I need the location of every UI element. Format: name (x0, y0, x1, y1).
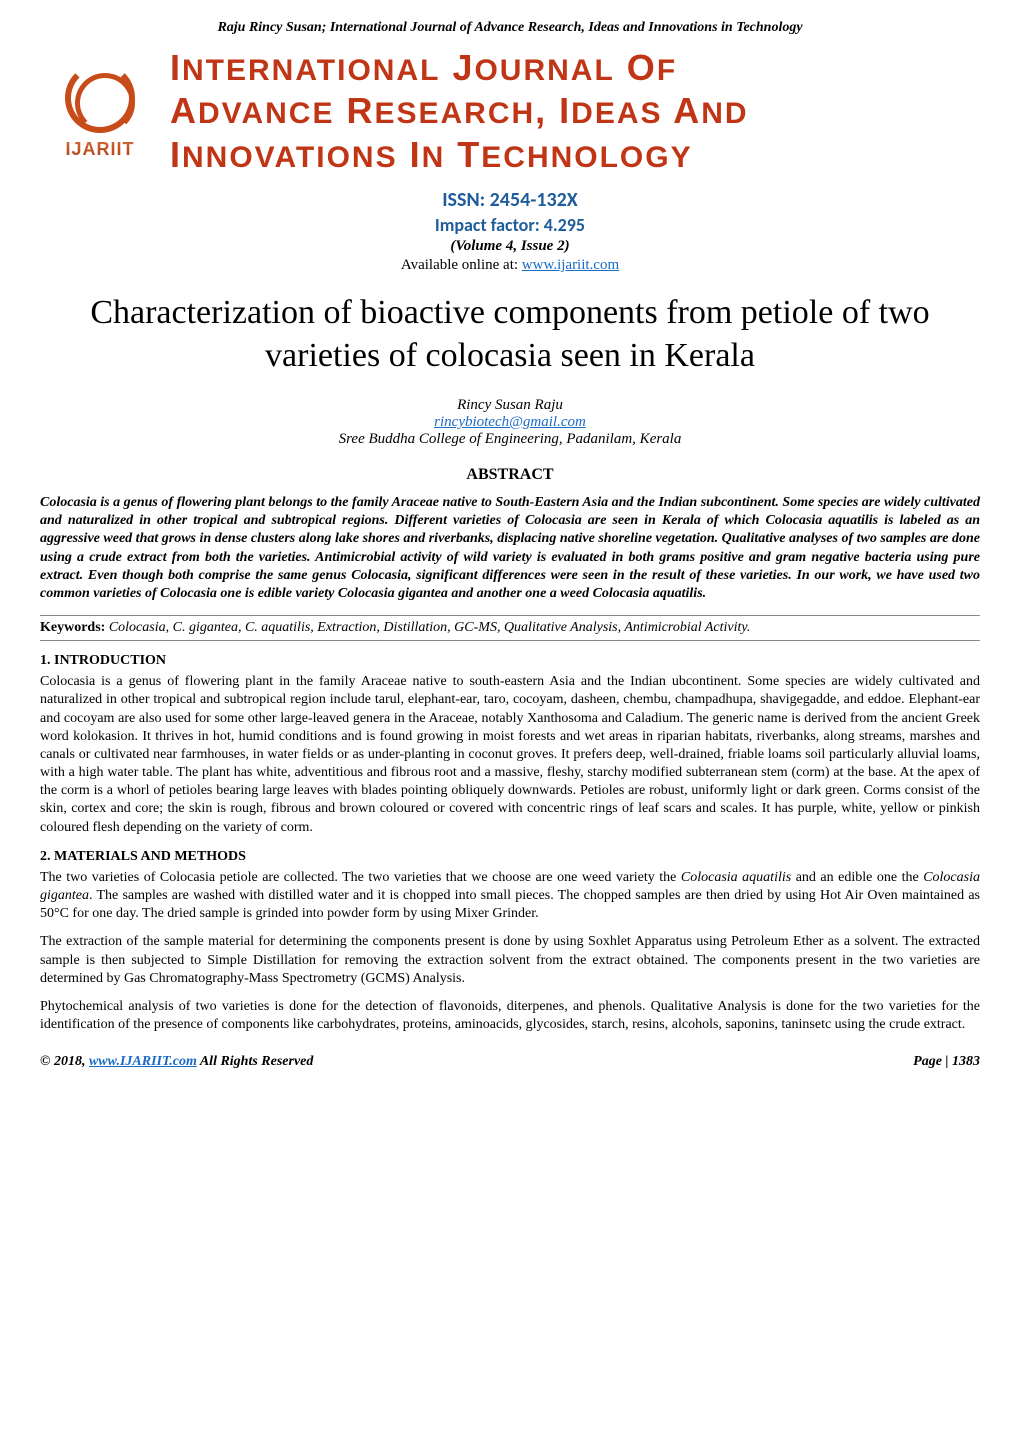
journal-title: INTERNATIONAL JOURNAL OF ADVANCE RESEARC… (170, 46, 980, 176)
footer-link[interactable]: www.IJARIIT.com (89, 1054, 197, 1069)
running-head: Raju Rincy Susan; International Journal … (40, 20, 980, 36)
available-line: Available online at: www.ijariit.com (40, 257, 980, 274)
logo-swirl-icon (65, 63, 135, 133)
abstract-heading: ABSTRACT (40, 466, 980, 484)
keywords-text: Colocasia, C. gigantea, C. aquatilis, Ex… (109, 620, 751, 635)
footer-suffix: All Rights Reserved (197, 1054, 314, 1069)
keywords-line: Keywords: Colocasia, C. gigantea, C. aqu… (40, 615, 980, 641)
methods-p2: The extraction of the sample material fo… (40, 933, 980, 988)
journal-logo: IJARIIT (40, 46, 160, 176)
methods-p1: The two varieties of Colocasia petiole a… (40, 869, 980, 924)
author-name: Rincy Susan Raju (40, 397, 980, 414)
footer-copyright: © 2018, www.IJARIIT.com All Rights Reser… (40, 1054, 313, 1070)
abstract-body: Colocasia is a genus of flowering plant … (40, 494, 980, 603)
section-heading-methods: 2. MATERIALS AND METHODS (40, 849, 980, 865)
methods-p3: Phytochemical analysis of two varieties … (40, 998, 980, 1034)
journal-logo-block: IJARIIT INTERNATIONAL JOURNAL OF ADVANCE… (40, 46, 980, 176)
issn-block: ISSN: 2454-132X Impact factor: 4.295 (Vo… (40, 188, 980, 274)
available-prefix: Available online at: (401, 257, 522, 273)
keywords-label: Keywords: (40, 620, 105, 635)
impact-factor-line: Impact factor: 4.295 (40, 214, 980, 236)
paper-title: Characterization of bioactive components… (40, 292, 980, 377)
author-block: Rincy Susan Raju rincybiotech@gmail.com … (40, 397, 980, 448)
page-number: Page | 1383 (913, 1054, 980, 1070)
footer-prefix: © 2018, (40, 1054, 89, 1069)
issn-line: ISSN: 2454-132X (40, 188, 980, 212)
section-heading-intro: 1. INTRODUCTION (40, 653, 980, 669)
volume-line: (Volume 4, Issue 2) (40, 238, 980, 255)
journal-link[interactable]: www.ijariit.com (522, 257, 619, 273)
logo-acronym: IJARIIT (65, 139, 134, 160)
author-email-link[interactable]: rincybiotech@gmail.com (434, 414, 586, 430)
intro-paragraph: Colocasia is a genus of flowering plant … (40, 673, 980, 837)
author-affiliation: Sree Buddha College of Engineering, Pada… (40, 431, 980, 448)
page-footer: © 2018, www.IJARIIT.com All Rights Reser… (40, 1054, 980, 1070)
